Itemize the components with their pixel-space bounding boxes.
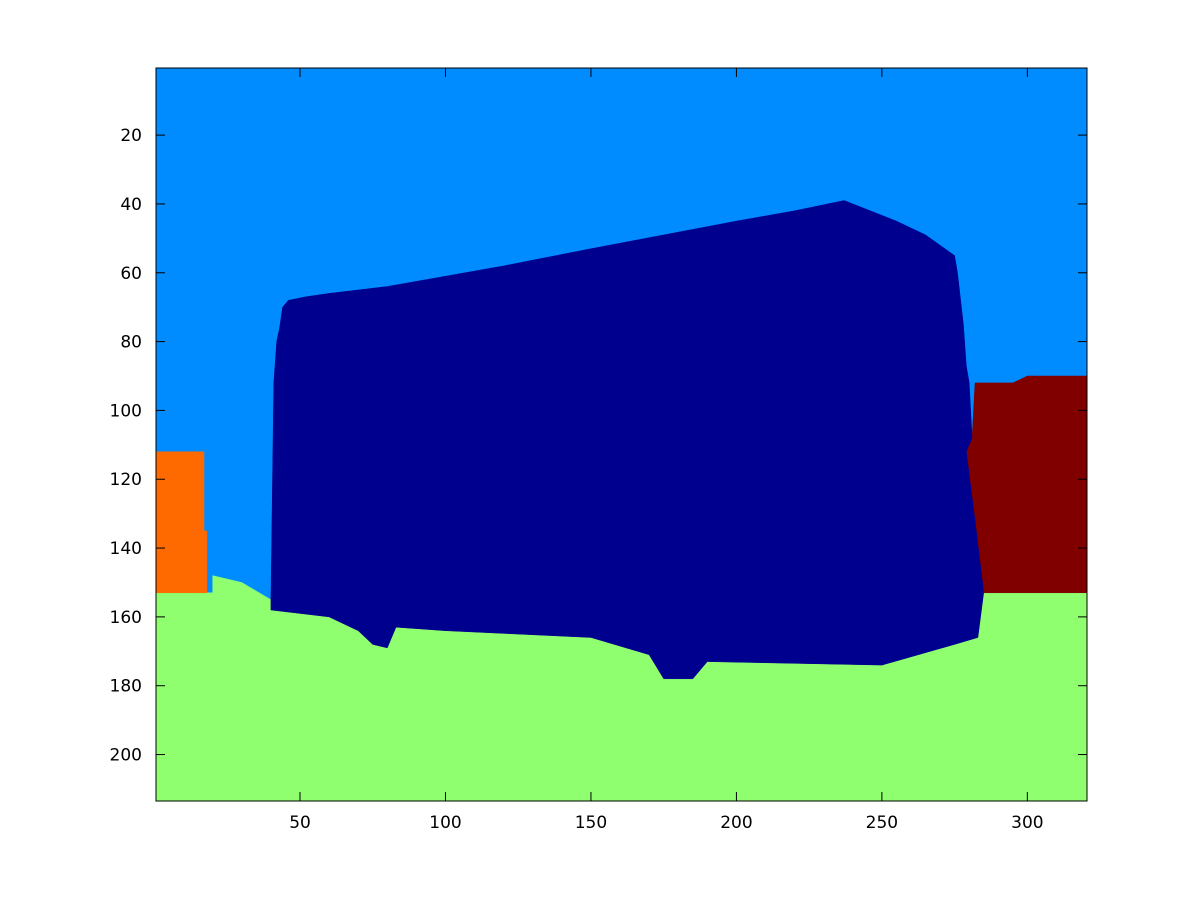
x-tick-label: 200 <box>720 813 752 833</box>
x-axis: 50 100 150 200 250 300 <box>289 68 1044 833</box>
x-tick-label: 100 <box>429 813 461 833</box>
plot-regions <box>155 67 1088 802</box>
y-tick-label: 180 <box>110 677 142 697</box>
y-tick-label: 80 <box>120 333 142 353</box>
y-tick-label: 200 <box>110 746 142 766</box>
y-tick-label: 160 <box>110 608 142 628</box>
axes-frame <box>155 67 1088 802</box>
y-tick-label: 20 <box>120 126 142 146</box>
region-left-object <box>155 451 208 594</box>
x-tick-label: 50 <box>289 813 311 833</box>
y-tick-label: 60 <box>120 264 142 284</box>
x-tick-label: 250 <box>866 813 898 833</box>
y-tick-label: 140 <box>110 539 142 559</box>
y-tick-label: 120 <box>110 470 142 490</box>
region-central-object <box>270 200 984 680</box>
region-right-object <box>966 375 1088 594</box>
region-ground <box>155 575 272 802</box>
x-tick-label: 300 <box>1011 813 1043 833</box>
y-tick-label: 100 <box>110 401 142 421</box>
y-tick-label: 40 <box>120 195 142 215</box>
y-axis: 20 40 60 80 100 120 140 160 180 200 <box>110 126 1087 766</box>
x-tick-label: 150 <box>575 813 607 833</box>
